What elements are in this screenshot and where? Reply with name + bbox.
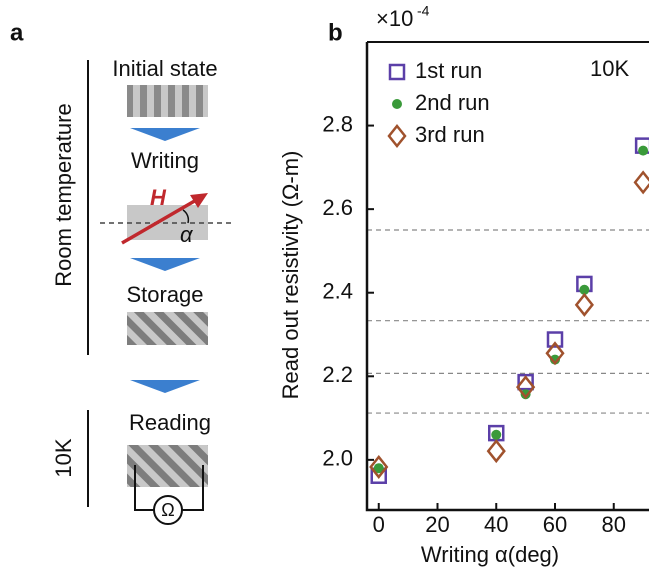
legend-marker <box>390 65 404 79</box>
y-tick-label: 2.2 <box>322 362 353 387</box>
ohm-label: Ω <box>161 500 174 520</box>
x-axis-label: Writing α(deg) <box>421 542 559 567</box>
legend-label: 3rd run <box>415 122 485 147</box>
field-label: H <box>150 185 167 210</box>
x-tick-label: 40 <box>484 512 508 537</box>
y-axis-label: Read out resistivity (Ω-m) <box>278 151 303 400</box>
step-label: Writing <box>131 148 199 173</box>
panel-label: a <box>10 19 24 46</box>
legend-marker <box>392 99 402 109</box>
legend-label: 1st run <box>415 58 482 83</box>
step-label: Initial state <box>112 56 217 81</box>
panel-b: b ×10 -4 10K Writing α(deg) Read out res… <box>278 3 649 567</box>
angle-label: α <box>180 222 194 247</box>
panel-a: a Room temperature Initial state Writing… <box>10 19 232 524</box>
multiplier: ×10 <box>376 6 413 31</box>
point <box>491 430 501 440</box>
side-label: Room temperature <box>51 103 76 286</box>
step-label: Storage <box>126 282 203 307</box>
sample <box>127 445 208 487</box>
point <box>488 441 504 461</box>
panel-label: b <box>328 19 343 46</box>
x-tick-label: 20 <box>425 512 449 537</box>
point <box>576 295 592 315</box>
arrow <box>130 380 200 393</box>
x-tick-label: 80 <box>602 512 626 537</box>
x-tick-label: 0 <box>373 512 385 537</box>
side-label: 10K <box>51 438 76 477</box>
annotation: 10K <box>590 56 629 81</box>
x-tick-label: 60 <box>543 512 567 537</box>
legend-marker <box>389 126 405 146</box>
legend-label: 2nd run <box>415 90 490 115</box>
arrow <box>130 258 200 271</box>
y-tick-label: 2.4 <box>322 279 353 304</box>
y-tick-label: 2.6 <box>322 195 353 220</box>
y-tick-label: 2.0 <box>322 446 353 471</box>
arrow <box>130 128 200 141</box>
multiplier-exponent: -4 <box>417 3 430 19</box>
axes <box>367 42 649 510</box>
sample <box>127 312 208 345</box>
sample <box>127 85 208 117</box>
point <box>635 172 649 192</box>
step-label: Reading <box>129 410 211 435</box>
point <box>638 146 648 156</box>
figure: a Room temperature Initial state Writing… <box>0 0 649 575</box>
y-tick-label: 2.8 <box>322 111 353 136</box>
